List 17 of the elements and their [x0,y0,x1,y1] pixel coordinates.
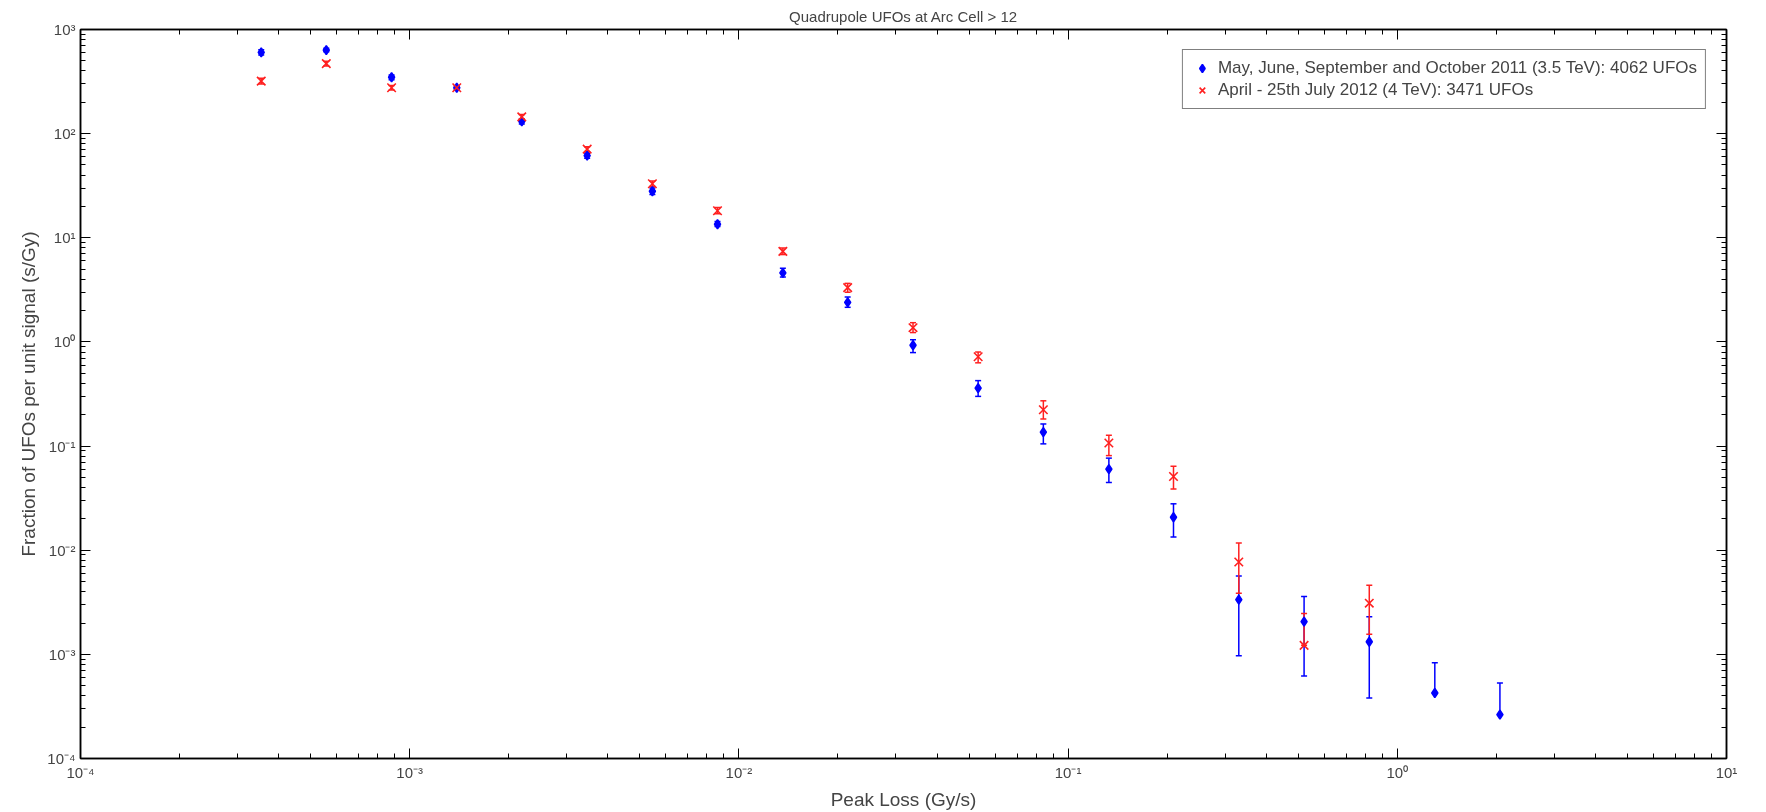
y-tick-label: 10⁻² [48,541,76,559]
x-axis-title: Peak Loss (Gy/s) [830,788,977,810]
x-tick-label: 10⁻¹ [1054,763,1082,781]
chart-title: Quadrupole UFOs at Arc Cell > 12 [789,7,1018,25]
y-tick-label: 10⁰ [53,333,76,351]
y-tick-label: 10¹ [53,229,76,247]
y-tick-label: 10⁻³ [48,645,76,663]
y-axis-title: Fraction of UFOs per unit signal (s/Gy) [18,231,40,557]
y-tick-label: 10⁻¹ [48,437,76,455]
x-tick-label: 10⁻³ [396,763,424,781]
x-tick-label: 10¹ [1715,763,1738,781]
x-tick-label: 10⁻² [725,763,753,781]
y-tick-label: 10² [53,125,76,143]
legend-label: April - 25th July 2012 (4 TeV): 3471 UFOs [1217,80,1534,100]
x-tick-label: 10⁰ [1386,763,1409,781]
y-tick-label: 10³ [53,21,76,38]
legend-label: May, June, September and October 2011 (3.5 TeV): 4062 UFOs [1217,58,1697,78]
